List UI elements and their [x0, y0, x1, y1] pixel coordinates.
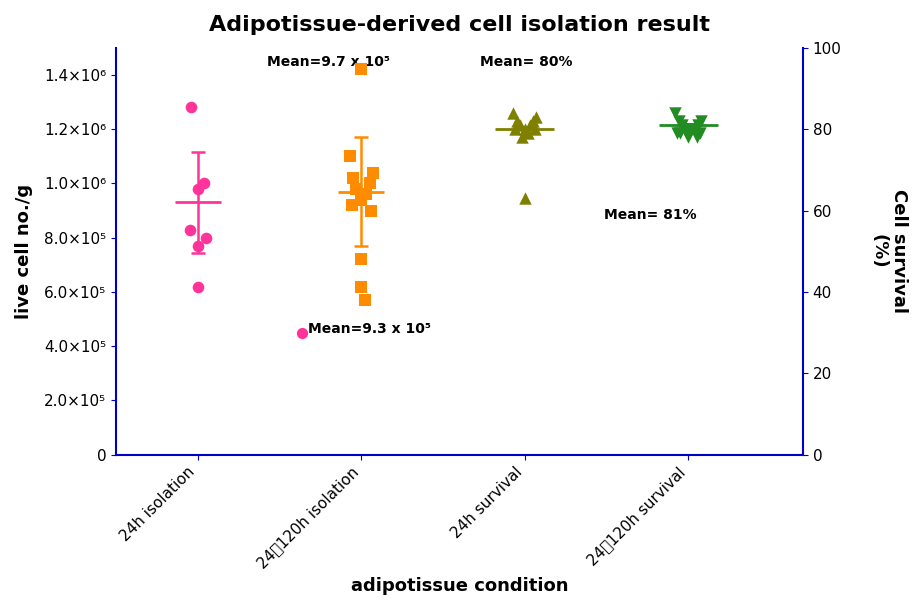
- Point: [521, 128, 535, 138]
- Point: [512, 120, 527, 130]
- Point: [671, 116, 686, 126]
- Point: [354, 254, 368, 264]
- Point: [688, 124, 702, 134]
- Point: [349, 184, 364, 194]
- Point: [518, 124, 533, 134]
- Point: [190, 241, 205, 251]
- Point: [357, 295, 372, 305]
- Point: [354, 282, 368, 292]
- Point: [669, 128, 684, 138]
- Point: [359, 189, 374, 199]
- Point: [681, 124, 696, 134]
- Point: [354, 65, 368, 74]
- Text: Mean=9.3 x 10⁵: Mean=9.3 x 10⁵: [308, 321, 431, 336]
- Point: [184, 102, 198, 112]
- Point: [344, 200, 359, 210]
- Point: [354, 195, 368, 204]
- Point: [362, 179, 377, 188]
- Point: [190, 282, 205, 292]
- Point: [526, 116, 541, 126]
- Point: [364, 206, 378, 215]
- Y-axis label: live cell no./g: live cell no./g: [15, 184, 33, 319]
- Point: [518, 193, 533, 203]
- Point: [197, 179, 211, 188]
- Y-axis label: Cell survival
(%): Cell survival (%): [869, 189, 908, 313]
- Point: [346, 173, 361, 183]
- Point: [514, 132, 529, 142]
- Point: [692, 128, 707, 138]
- Point: [529, 112, 544, 122]
- Point: [190, 184, 205, 194]
- Title: Adipotissue-derived cell isolation result: Adipotissue-derived cell isolation resul…: [209, 15, 710, 35]
- Point: [673, 128, 688, 138]
- Point: [527, 124, 542, 134]
- X-axis label: adipotissue condition: adipotissue condition: [351, 577, 569, 595]
- Point: [690, 120, 705, 130]
- Point: [342, 151, 357, 161]
- Point: [684, 124, 699, 134]
- Point: [182, 224, 197, 234]
- Point: [198, 233, 213, 243]
- Point: [681, 132, 696, 142]
- Point: [294, 328, 309, 337]
- Text: Mean=9.7 x 10⁵: Mean=9.7 x 10⁵: [267, 55, 390, 69]
- Point: [506, 108, 521, 118]
- Point: [694, 116, 709, 126]
- Point: [522, 120, 537, 130]
- Text: Mean= 81%: Mean= 81%: [604, 207, 696, 221]
- Point: [668, 108, 683, 118]
- Text: Mean= 80%: Mean= 80%: [480, 55, 572, 69]
- Point: [677, 124, 692, 134]
- Point: [508, 124, 522, 134]
- Point: [366, 168, 380, 178]
- Point: [509, 116, 524, 126]
- Point: [675, 120, 689, 130]
- Point: [689, 132, 704, 142]
